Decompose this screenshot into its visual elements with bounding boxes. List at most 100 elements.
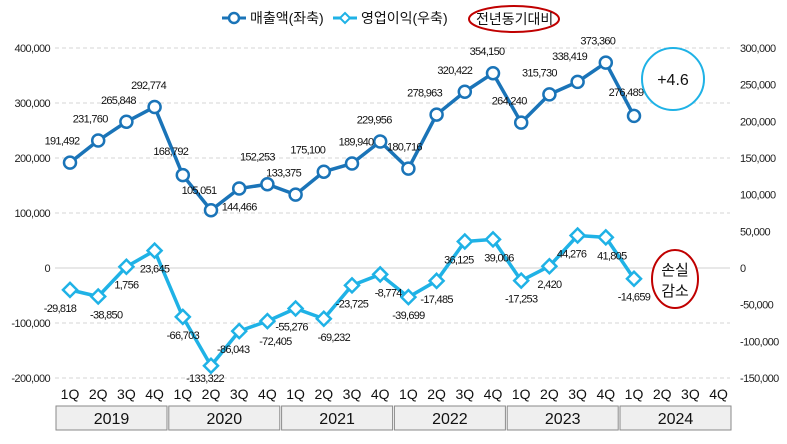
revenue-data-label: 144,466 [222,202,257,214]
quarter-label: 2Q [427,386,446,402]
year-label: 2019 [94,411,130,428]
legend: 매출액(좌축) 영업이익(우축) 전년동기대비 [222,5,560,33]
revenue-point [203,202,219,218]
profit-data-label: -39,699 [392,310,425,322]
quarter-label: 3Q [681,386,700,402]
revenue-data-label: 189,940 [339,137,374,149]
year-label: 2020 [207,411,243,428]
revenue-point [260,177,275,192]
left-tick-label: 300,000 [14,98,50,110]
revenue-point [626,108,642,124]
revenue-data-label: 175,100 [290,145,325,157]
right-tick-label: -150,000 [740,373,779,385]
revenue-data-label: 315,730 [522,67,557,79]
profit-point [512,271,530,290]
legend-profit[interactable]: 영업이익(우축) [333,10,448,26]
revenue-point [231,181,247,196]
profit-point [145,241,164,260]
yoy-label: 전년동기대비 [476,11,553,27]
revenue-point [485,65,501,81]
profit-data-label: -14,659 [618,292,651,304]
revenue-data-label: 180,716 [387,142,422,154]
year-label: 2023 [545,411,581,428]
quarter-label: 2Q [653,386,672,402]
revenue-point [316,164,332,179]
quarter-label: 4Q [596,386,615,402]
quarter-label: 3Q [343,386,362,402]
right-tick-label: 300,000 [740,43,776,55]
profit-data-label: -38,850 [90,309,123,321]
quarter-label: 3Q [230,386,249,402]
revenue-data-label: 191,492 [45,136,80,148]
profit-data-label: 23,645 [140,264,170,276]
yoy-ellipse [468,5,560,33]
revenue-yoy-value: +4.6 [657,72,689,89]
quarter-label: 4Q [258,386,277,402]
revenue-point [598,55,614,70]
legend-revenue[interactable]: 매출액(좌축) [222,10,324,26]
year-box [619,405,732,431]
revenue-data-label: 278,963 [407,88,442,100]
profit-point [371,265,389,284]
annotation-ellipse [651,249,699,309]
profit-data-label: 1,756 [114,280,139,292]
right-tick-label: -50,000 [740,300,774,312]
right-tick-label: 200,000 [740,116,776,128]
left-tick-label: -200,000 [11,373,50,385]
profit-point [230,322,248,340]
profit-point [202,357,220,375]
year-box [506,405,619,431]
revenue-point [90,133,106,148]
revenue-data-label: 320,422 [437,65,472,77]
profit-note-line1: 손실 [661,262,689,279]
year-box [55,405,168,431]
profit-note-line2: 감소 [661,283,689,300]
profit-point [117,257,136,276]
profit-data-label: -17,253 [505,294,538,306]
year-label: 2022 [432,411,468,428]
revenue-data-label: 338,419 [552,51,587,63]
revenue-point [372,134,388,149]
profit-data-label: -133,322 [186,373,224,385]
legend-profit-label: 영업이익(우축) [361,10,448,26]
profit-point [61,281,79,299]
revenue-point [429,107,444,122]
profit-point [258,312,277,330]
right-tick-label: 50,000 [740,226,771,238]
profit-point [286,299,305,318]
profit-point [89,287,107,306]
revenue-point [288,187,303,202]
right-tick-label: 250,000 [740,80,776,92]
x-axis: 1Q 2Q 3Q 4Q 1Q 2Q 3Q 4Q 1Q 2Q 3Q 4Q 1Q 2Q 3Q 4Q 1Q 2Q 3Q 4Q… [55,386,732,431]
quarter-label: 1Q [625,386,644,402]
revenue-point [175,167,191,183]
left-tick-label: 100,000 [14,208,50,220]
revenue-point [457,84,473,100]
revenue-point [147,99,162,115]
revenue-point [401,161,416,176]
profit-data-label: 36,125 [444,255,474,267]
profit-data-label: -8,774 [375,287,403,299]
profit-data-label: -66,703 [167,330,200,342]
revenue-data-label: 264,240 [492,96,527,108]
quarter-label: 2Q [540,386,559,402]
quarter-label: 2Q [314,386,333,402]
quarter-label: 1Q [286,386,305,402]
quarter-label: 2Q [202,386,221,402]
right-tick-label: -100,000 [740,336,779,348]
profit-data-label: -72,405 [259,336,292,348]
legend-revenue-marker-icon [227,11,241,25]
profit-point [540,257,559,275]
profit-data-label: -23,725 [336,298,369,310]
profit-point [399,288,418,306]
revenue-data-label: 105,051 [182,185,217,197]
year-box [168,405,281,431]
legend-revenue-label: 매출액(좌축) [250,10,324,26]
revenue-point [570,74,585,90]
profit-data-label: -17,485 [420,294,453,306]
series: 191,492 231,760 265,848 292,774 168,792 105,0… [44,36,652,385]
revenue-data-label: 133,375 [266,168,301,180]
revenue-point [62,155,78,170]
revenue-data-label: 152,253 [240,151,275,163]
profit-point [597,228,615,247]
